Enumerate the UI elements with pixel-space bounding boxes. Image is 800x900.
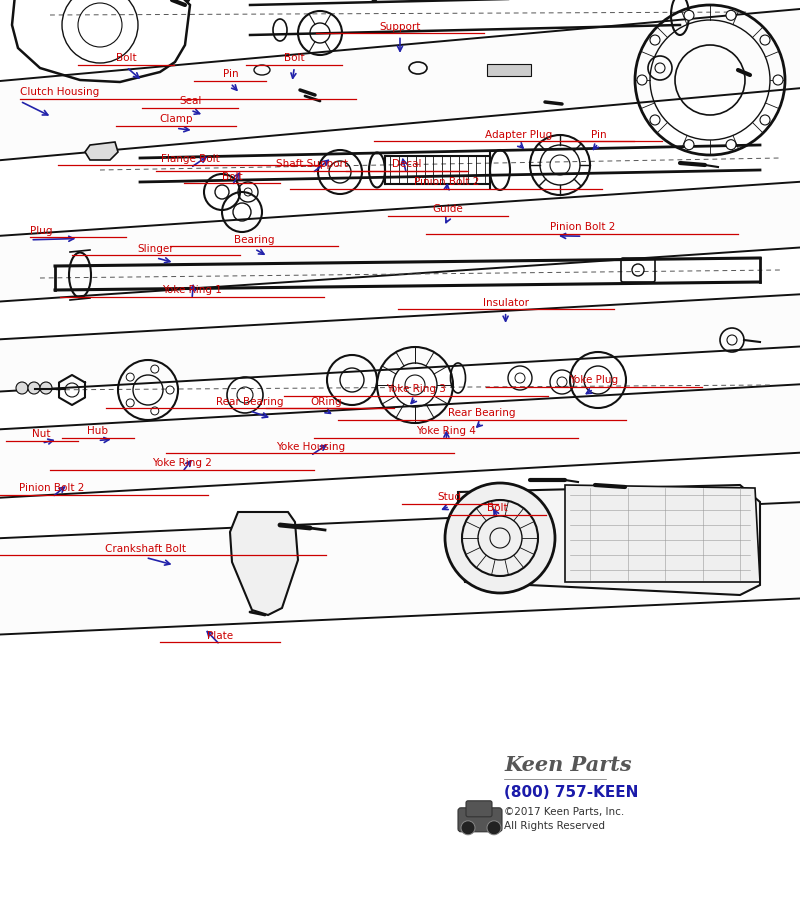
Text: (800) 757-KEEN: (800) 757-KEEN [504, 785, 638, 800]
Circle shape [487, 821, 501, 835]
Polygon shape [0, 182, 800, 302]
Text: Seal: Seal [179, 96, 202, 106]
Circle shape [40, 382, 52, 394]
Polygon shape [230, 512, 298, 615]
Text: Guide: Guide [433, 204, 463, 214]
Circle shape [726, 140, 736, 149]
Text: Pinion Bolt 2: Pinion Bolt 2 [19, 483, 85, 493]
Text: Plate: Plate [207, 631, 233, 641]
Polygon shape [0, 384, 800, 498]
FancyBboxPatch shape [466, 801, 492, 817]
Text: Plug: Plug [30, 226, 53, 236]
Text: All Rights Reserved: All Rights Reserved [504, 821, 605, 831]
Circle shape [650, 115, 660, 125]
Text: Crankshaft Bolt: Crankshaft Bolt [105, 544, 186, 554]
Polygon shape [85, 142, 118, 160]
Polygon shape [458, 485, 760, 595]
Polygon shape [565, 485, 760, 582]
Text: Yoke Plug: Yoke Plug [569, 375, 618, 385]
Text: Clutch Housing: Clutch Housing [20, 87, 99, 97]
Text: Keen Parts: Keen Parts [504, 755, 632, 775]
Circle shape [461, 821, 475, 835]
Circle shape [760, 115, 770, 125]
Text: Flange Bolt: Flange Bolt [161, 154, 220, 164]
Text: Decal: Decal [392, 159, 421, 169]
Text: Clamp: Clamp [159, 114, 193, 124]
Text: Bolt: Bolt [487, 503, 508, 513]
Circle shape [445, 483, 555, 593]
Circle shape [760, 35, 770, 45]
Circle shape [637, 75, 647, 85]
Text: Rear Bearing: Rear Bearing [216, 397, 283, 407]
Text: ORing: ORing [310, 397, 342, 407]
Text: Yoke Ring 3: Yoke Ring 3 [386, 384, 446, 394]
Text: Hub: Hub [87, 427, 108, 436]
Text: Yoke Housing: Yoke Housing [276, 442, 345, 452]
Circle shape [166, 386, 174, 394]
Circle shape [16, 382, 28, 394]
Circle shape [150, 365, 158, 374]
Text: Pin: Pin [222, 69, 238, 79]
Circle shape [773, 75, 783, 85]
Text: Support: Support [379, 22, 421, 32]
Text: Bolt: Bolt [284, 53, 305, 63]
Polygon shape [0, 502, 800, 634]
Circle shape [684, 140, 694, 149]
Text: Bearing: Bearing [234, 235, 274, 245]
Text: Yoke Ring 4: Yoke Ring 4 [417, 427, 476, 436]
Text: Pinion Bolt 2: Pinion Bolt 2 [414, 177, 479, 187]
Circle shape [726, 10, 736, 21]
Text: Pin: Pin [590, 130, 606, 140]
Circle shape [28, 382, 40, 394]
Text: ©2017 Keen Parts, Inc.: ©2017 Keen Parts, Inc. [504, 806, 624, 817]
Circle shape [650, 35, 660, 45]
Text: Bolt: Bolt [222, 172, 242, 182]
Circle shape [684, 10, 694, 21]
Text: Yoke Ring 2: Yoke Ring 2 [153, 458, 212, 468]
Polygon shape [0, 9, 800, 160]
FancyBboxPatch shape [487, 64, 531, 76]
Text: Adapter Plug: Adapter Plug [485, 130, 552, 140]
Circle shape [150, 407, 158, 415]
Text: Slinger: Slinger [138, 244, 174, 254]
Circle shape [126, 374, 134, 381]
Text: Yoke Ring 1: Yoke Ring 1 [162, 285, 222, 295]
Text: Bolt: Bolt [116, 53, 137, 63]
FancyBboxPatch shape [458, 808, 502, 832]
Circle shape [126, 399, 134, 407]
Text: Pinion Bolt 2: Pinion Bolt 2 [550, 222, 615, 232]
Text: Insulator: Insulator [482, 298, 529, 308]
Text: Rear Bearing: Rear Bearing [448, 409, 515, 419]
Text: Stud: Stud [438, 492, 462, 502]
Text: Shaft Support: Shaft Support [276, 159, 348, 169]
Polygon shape [0, 294, 800, 392]
Text: Nut: Nut [32, 429, 51, 439]
